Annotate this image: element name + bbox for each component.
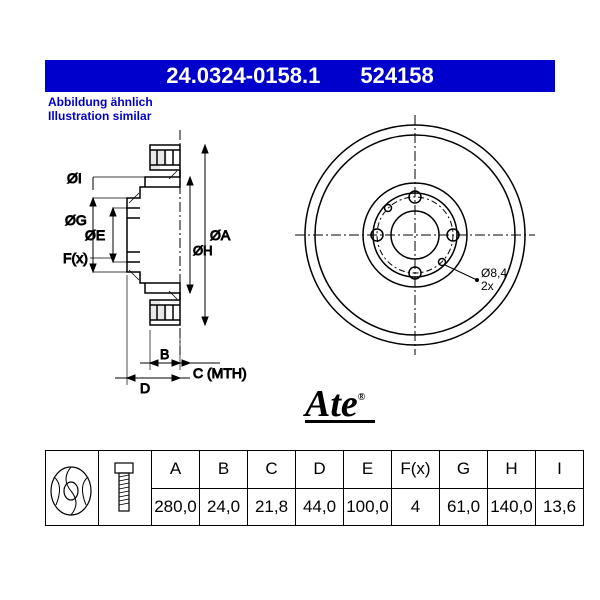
dim-A: ØA	[210, 227, 231, 243]
col-I: I	[536, 451, 584, 489]
bolt-icon	[99, 457, 149, 519]
col-B: B	[200, 451, 248, 489]
detail-diameter: Ø8,4	[481, 266, 507, 280]
col-H: H	[488, 451, 536, 489]
bolt-icon-cell	[99, 451, 152, 526]
dim-F: F(x)	[63, 250, 88, 266]
disc-icon-cell	[46, 451, 99, 526]
registered-mark: ®	[358, 392, 365, 403]
val-C: 21,8	[248, 488, 296, 526]
col-E: E	[344, 451, 392, 489]
page-root: 24.0324-0158.1 524158 Abbildung ähnlich …	[0, 0, 600, 600]
dim-D: D	[140, 380, 150, 396]
dim-G: ØG	[65, 212, 87, 228]
val-H: 140,0	[488, 488, 536, 526]
section-view	[127, 130, 180, 355]
short-number: 524158	[360, 63, 433, 89]
disc-icon	[46, 457, 96, 519]
part-number: 24.0324-0158.1	[166, 63, 320, 89]
dim-B: B	[160, 346, 169, 362]
table-header-row: A B C D E F(x) G H I	[46, 451, 584, 489]
val-I: 13,6	[536, 488, 584, 526]
col-F: F(x)	[392, 451, 440, 489]
technical-drawing: ØA ØH ØE ØG ØI	[45, 95, 555, 445]
brand-logo: Ate®	[305, 395, 375, 423]
val-E: 100,0	[344, 488, 392, 526]
col-A: A	[152, 451, 200, 489]
front-view: Ø8,4 2x	[295, 115, 535, 355]
dim-H: ØH	[193, 243, 213, 258]
dim-C: C (MTH)	[193, 365, 247, 381]
detail-count: 2x	[481, 279, 494, 293]
drawing-svg: ØA ØH ØE ØG ØI	[45, 95, 555, 445]
col-C: C	[248, 451, 296, 489]
dim-E: ØE	[85, 227, 105, 243]
val-B: 24,0	[200, 488, 248, 526]
val-G: 61,0	[440, 488, 488, 526]
header-bar: 24.0324-0158.1 524158	[45, 60, 555, 92]
val-F: 4	[392, 488, 440, 526]
val-A: 280,0	[152, 488, 200, 526]
col-G: G	[440, 451, 488, 489]
dim-I: ØI	[67, 170, 82, 186]
spec-table: A B C D E F(x) G H I 280,0 24,0 21,8 44,…	[45, 450, 584, 526]
logo-text: Ate	[305, 383, 358, 425]
col-D: D	[296, 451, 344, 489]
val-D: 44,0	[296, 488, 344, 526]
